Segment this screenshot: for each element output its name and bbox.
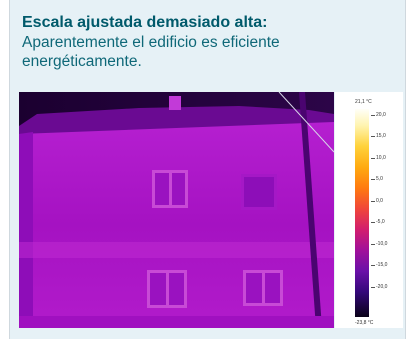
heading-title: Escala ajustada demasiado alta: xyxy=(22,14,268,31)
tick-mark xyxy=(371,287,375,288)
tick-label: 20,0 xyxy=(376,112,386,118)
tick-mark xyxy=(371,265,375,266)
side-wall xyxy=(19,132,33,328)
lower-window-right xyxy=(243,270,283,306)
power-cable xyxy=(278,92,334,153)
thermal-building-graphic xyxy=(19,92,334,328)
colorbar xyxy=(355,109,369,317)
scale-min-label: -23,8 °C xyxy=(355,320,374,326)
tick-label: 0,0 xyxy=(376,198,383,204)
tick-label: 5,0 xyxy=(376,176,383,182)
tick-mark xyxy=(371,158,375,159)
ground xyxy=(19,316,334,328)
tick-mark xyxy=(371,244,375,245)
upper-window-right xyxy=(241,174,277,210)
lower-window-left xyxy=(147,270,187,308)
tick-label: 10,0 xyxy=(376,155,386,161)
tick-mark xyxy=(371,136,375,137)
info-card: Escala ajustada demasiado alta: Aparente… xyxy=(9,0,406,339)
tick-label: -15,0 xyxy=(376,262,388,268)
temperature-scale: 21,1 °C 20,0 15,0 10,0 5,0 0,0 -5,0 -10,… xyxy=(335,92,403,328)
chimney xyxy=(169,96,181,110)
heading-block: Escala ajustada demasiado alta: Aparente… xyxy=(22,13,402,71)
thermal-image xyxy=(19,92,334,328)
upper-window-left xyxy=(152,170,188,208)
floor-band xyxy=(19,242,334,258)
tick-label: 15,0 xyxy=(376,133,386,139)
heading-subtitle: Aparentemente el edificio es eficiente e… xyxy=(22,34,280,70)
tick-mark xyxy=(371,201,375,202)
tick-label: -10,0 xyxy=(376,241,388,247)
tick-label: -5,0 xyxy=(376,219,385,225)
scale-max-label: 21,1 °C xyxy=(355,99,372,105)
tick-mark xyxy=(371,115,375,116)
tick-label: -20,0 xyxy=(376,284,388,290)
tick-mark xyxy=(371,222,375,223)
utility-pole xyxy=(299,92,322,328)
tick-mark xyxy=(371,179,375,180)
